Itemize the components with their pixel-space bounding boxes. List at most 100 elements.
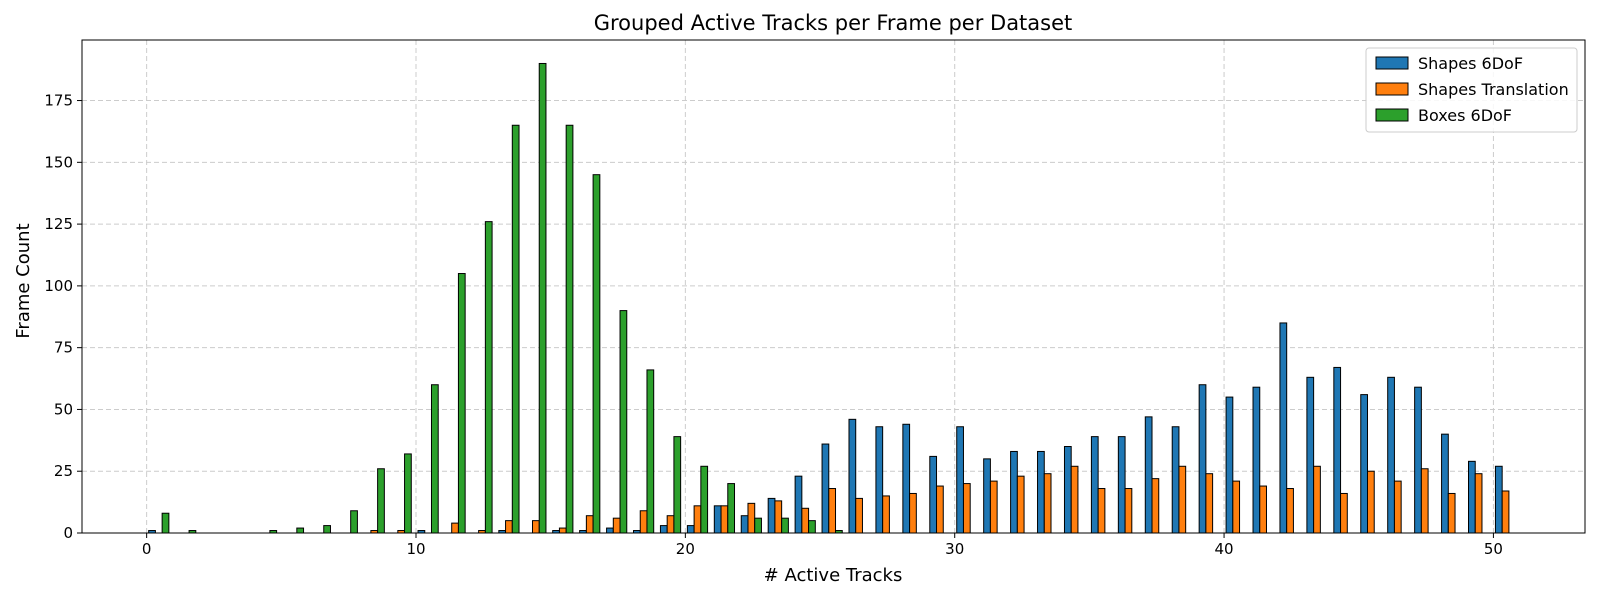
bar-shapes-translation xyxy=(558,527,567,534)
bar-shapes-6dof xyxy=(1117,436,1126,534)
bar-boxes-6dof xyxy=(296,527,305,534)
bar-shapes-translation xyxy=(693,505,702,534)
bar-shapes-translation xyxy=(612,517,621,534)
legend-swatch xyxy=(1375,82,1409,96)
bar-shapes-6dof xyxy=(1171,426,1180,534)
legend-label: Shapes Translation xyxy=(1418,80,1569,99)
bar-shapes-translation xyxy=(1070,465,1079,534)
y-tick-label: 125 xyxy=(44,215,73,233)
bar-shapes-6dof xyxy=(659,525,668,534)
bar-shapes-translation xyxy=(451,522,459,534)
bar-shapes-6dof xyxy=(1494,465,1503,534)
bar-shapes-translation xyxy=(720,505,729,534)
bar-shapes-translation xyxy=(1232,480,1241,534)
bar-shapes-translation xyxy=(585,515,594,534)
bar-boxes-6dof xyxy=(781,517,789,534)
x-tick-label: 40 xyxy=(1215,540,1234,558)
bar-shapes-translation xyxy=(1501,490,1510,534)
bar-shapes-6dof xyxy=(848,418,857,534)
y-tick-label: 25 xyxy=(54,462,73,480)
y-tick-label: 75 xyxy=(54,339,73,357)
bar-shapes-6dof xyxy=(686,525,695,534)
bar-shapes-6dof xyxy=(902,423,911,534)
bar-shapes-6dof xyxy=(983,458,991,534)
bar-boxes-6dof xyxy=(457,273,466,534)
x-tick-label: 30 xyxy=(945,540,964,558)
bar-shapes-6dof xyxy=(1252,386,1261,534)
bar-shapes-6dof xyxy=(1037,450,1045,534)
bar-shapes-6dof xyxy=(606,527,614,534)
x-tick-label: 20 xyxy=(676,540,695,558)
bar-shapes-translation xyxy=(1366,470,1375,534)
bar-boxes-6dof xyxy=(323,525,331,534)
y-tick-label: 150 xyxy=(44,153,73,171)
bar-shapes-6dof xyxy=(1441,433,1449,534)
y-axis-label: Frame Count xyxy=(13,223,34,338)
bar-shapes-6dof xyxy=(1387,376,1395,534)
bar-boxes-6dof xyxy=(754,517,762,534)
bar-shapes-6dof xyxy=(1198,384,1207,534)
bar-shapes-translation xyxy=(1205,473,1214,534)
bar-shapes-6dof xyxy=(794,475,803,534)
bar-shapes-6dof xyxy=(1360,394,1368,534)
bar-boxes-6dof xyxy=(538,62,547,534)
legend-swatch xyxy=(1375,108,1409,122)
bar-boxes-6dof xyxy=(727,483,736,534)
bar-boxes-6dof xyxy=(700,465,709,534)
bar-shapes-translation xyxy=(1474,473,1483,534)
bar-boxes-6dof xyxy=(511,124,520,534)
bar-shapes-translation xyxy=(1313,465,1321,534)
bar-boxes-6dof xyxy=(619,310,628,534)
bar-shapes-translation xyxy=(1420,468,1429,534)
bar-boxes-6dof xyxy=(484,221,493,534)
legend-swatch xyxy=(1375,56,1409,70)
y-tick-label: 0 xyxy=(63,524,73,542)
bar-shapes-translation xyxy=(1340,492,1348,534)
bar-boxes-6dof xyxy=(646,369,655,534)
x-tick-label: 50 xyxy=(1484,540,1503,558)
legend: Shapes 6DoF Shapes Translation Boxes 6DoF xyxy=(1365,47,1578,133)
bar-shapes-translation xyxy=(747,502,756,534)
axis-ticks: 0 10 20 30 40 50 0 25 50 75 100 125 150 175 xyxy=(44,92,1503,558)
bar-shapes-translation xyxy=(1124,488,1133,534)
bar-shapes-6dof xyxy=(956,426,964,534)
bar-shapes-6dof xyxy=(1090,436,1099,534)
bar-shapes-6dof xyxy=(1144,416,1153,534)
bar-shapes-6dof xyxy=(1010,450,1018,534)
bar-boxes-6dof xyxy=(404,453,412,534)
bar-shapes-translation xyxy=(909,492,917,534)
bar-shapes-translation xyxy=(855,497,863,534)
bar-shapes-6dof xyxy=(1468,460,1476,534)
bar-shapes-6dof xyxy=(1225,396,1234,534)
legend-box xyxy=(1365,47,1578,133)
bar-shapes-translation xyxy=(1447,492,1456,534)
bar-boxes-6dof xyxy=(592,174,601,534)
y-tick-label: 175 xyxy=(44,92,73,110)
y-tick-label: 100 xyxy=(44,277,73,295)
bars xyxy=(148,62,1510,534)
bar-shapes-translation xyxy=(828,488,837,534)
bar-shapes-translation xyxy=(666,515,675,534)
bar-shapes-6dof xyxy=(767,497,776,534)
bar-boxes-6dof xyxy=(377,468,385,534)
bar-shapes-6dof xyxy=(1306,376,1315,534)
bar-boxes-6dof xyxy=(565,124,574,534)
bar-shapes-translation xyxy=(774,500,783,534)
bar-shapes-translation xyxy=(1393,480,1402,534)
chart-title: Grouped Active Tracks per Frame per Data… xyxy=(594,11,1073,35)
legend-label: Boxes 6DoF xyxy=(1418,106,1512,125)
bar-shapes-translation xyxy=(1151,478,1160,534)
plot-frame xyxy=(81,39,1586,534)
bar-shapes-translation xyxy=(801,507,810,534)
bar-shapes-translation xyxy=(1016,475,1025,534)
legend-label: Shapes 6DoF xyxy=(1418,54,1523,73)
bar-shapes-translation xyxy=(639,510,648,534)
bar-shapes-6dof xyxy=(713,505,722,534)
x-tick-label: 0 xyxy=(142,540,152,558)
bar-shapes-6dof xyxy=(1333,366,1342,534)
bar-shapes-6dof xyxy=(1279,322,1288,534)
bar-boxes-6dof xyxy=(350,510,358,534)
bar-shapes-6dof xyxy=(1063,446,1072,534)
bar-shapes-6dof xyxy=(821,443,830,534)
